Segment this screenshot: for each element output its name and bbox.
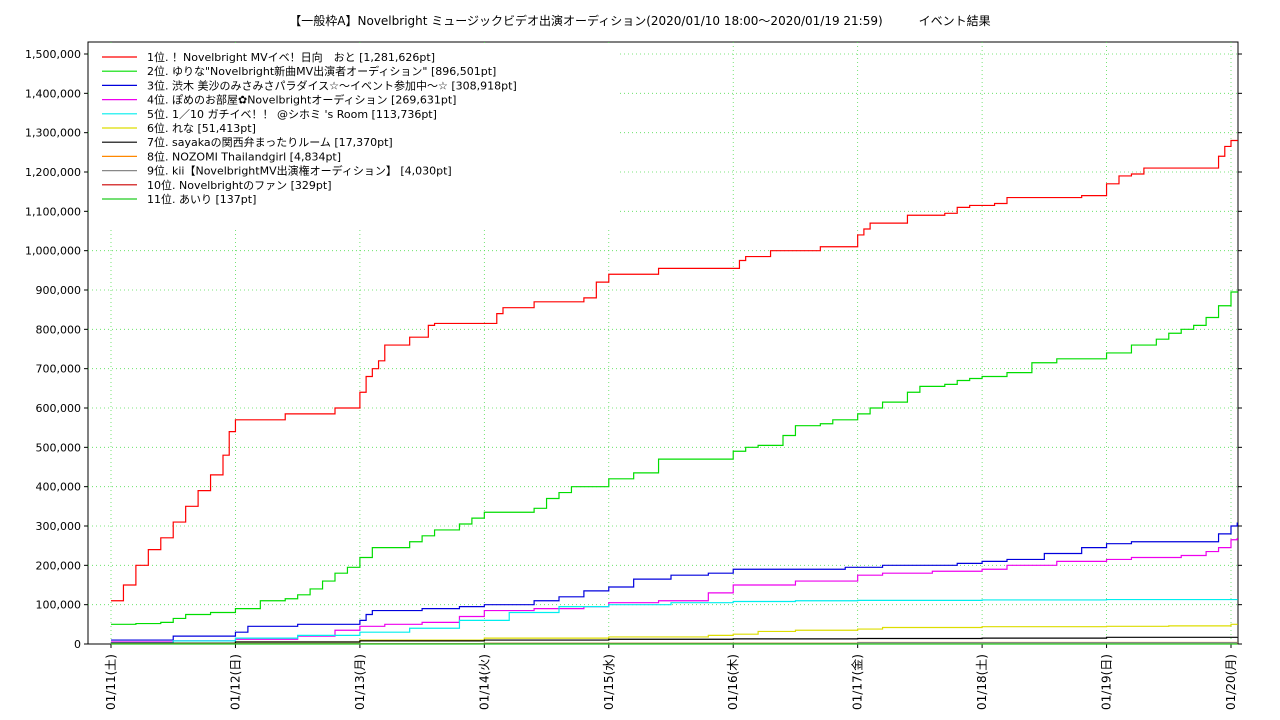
series-line-2 [111, 291, 1238, 625]
legend-label-1: 1位. ！Novelbright MVイベ！日向 おと [1,281,626pt… [147, 50, 435, 64]
y-tick-label: 700,000 [36, 363, 82, 376]
y-tick-label: 1,000,000 [25, 245, 81, 258]
series-line-4 [111, 537, 1238, 643]
series-line-7 [111, 636, 1238, 644]
series-line-1 [111, 139, 1238, 602]
legend-label-6: 6位. れな [51,413pt] [147, 121, 256, 135]
legend-label-2: 2位. ゆりな"Novelbright新曲MV出演者オーディション" [896,… [147, 64, 496, 78]
legend-label-5: 5位. 1／10 ガチイベ！！ @シホミ 's Room [113,736pt] [147, 107, 437, 121]
legend-label-3: 3位. 渋木 美沙のみさみさパラダイス☆〜イベント参加中〜☆ [308,918p… [147, 78, 517, 92]
legend-label-10: 10位. Novelbrightのファン [329pt] [147, 178, 331, 192]
chart-title: 【一般枠A】Novelbright ミュージックビデオ出演オーディション(202… [289, 14, 991, 28]
x-tick-label: 01/14(火) [477, 654, 491, 710]
y-tick-label: 1,400,000 [25, 87, 81, 100]
x-tick-label: 01/11(土) [104, 654, 118, 710]
x-tick-label: 01/12(日) [228, 654, 242, 710]
legend-label-4: 4位. ぽめのお部屋✿Novelbrightオーディション [269,631pt… [147, 93, 456, 107]
y-tick-label: 500,000 [36, 441, 82, 454]
y-tick-label: 900,000 [36, 284, 82, 297]
legend-label-7: 7位. sayakaの関西弁まったりルーム [17,370pt] [147, 135, 393, 149]
y-tick-label: 0 [74, 638, 81, 651]
legend-box [89, 43, 617, 228]
y-tick-label: 800,000 [36, 323, 82, 336]
y-tick-label: 600,000 [36, 402, 82, 415]
series-line-5 [111, 598, 1238, 644]
y-tick-label: 1,200,000 [25, 166, 81, 179]
y-tick-label: 200,000 [36, 559, 82, 572]
y-tick-label: 100,000 [36, 599, 82, 612]
legend-label-11: 11位. あいり [137pt] [147, 192, 256, 206]
legend-label-9: 9位. kii【NovelbrightMV出演権オーディション】 [4,030p… [147, 164, 452, 178]
legend-label-8: 8位. NOZOMI Thailandgirl [4,834pt] [147, 149, 341, 163]
x-tick-label: 01/17(金) [850, 654, 865, 710]
y-tick-label: 400,000 [36, 481, 82, 494]
x-tick-label: 01/19(日) [1100, 654, 1114, 710]
x-tick-label: 01/13(月) [353, 654, 367, 710]
y-tick-label: 1,500,000 [25, 48, 81, 61]
series-line-3 [111, 522, 1238, 641]
x-tick-label: 01/20(月) [1224, 654, 1238, 710]
y-tick-label: 1,300,000 [25, 127, 81, 140]
x-tick-label: 01/15(水) [602, 654, 616, 710]
x-tick-label: 01/18(土) [975, 654, 989, 710]
y-tick-label: 1,100,000 [25, 205, 81, 218]
y-tick-label: 300,000 [36, 520, 82, 533]
x-tick-label: 01/16(木) [726, 654, 740, 710]
